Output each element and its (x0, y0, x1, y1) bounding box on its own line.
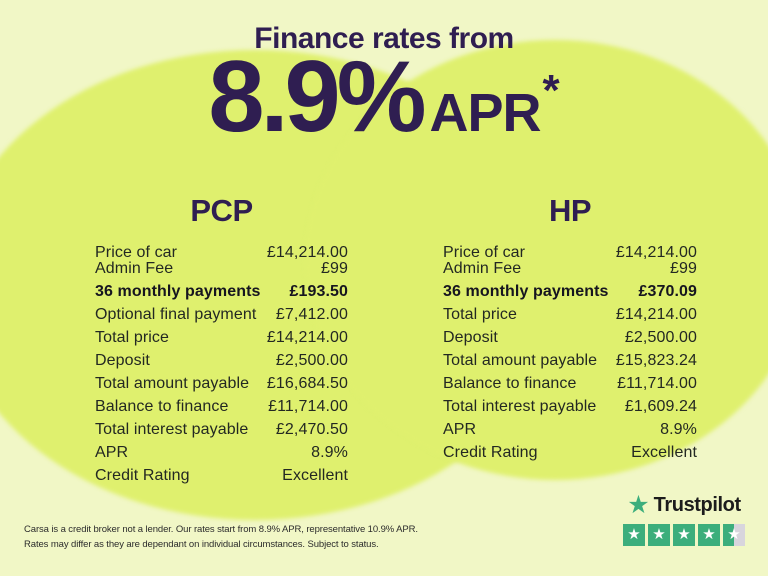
legal-disclaimer: Carsa is a credit broker not a lender. O… (24, 522, 464, 552)
row-value: £193.50 (289, 283, 348, 300)
table-row: Total amount payable £15,823.24 (443, 353, 697, 369)
trustpilot-star-box: ★ (623, 524, 645, 546)
pcp-finance-table: PCP Price of car £14,214.00 Admin Fee £99 … (95, 193, 348, 484)
row-label: Optional final payment (95, 306, 257, 323)
table-row: APR 8.9% (95, 445, 348, 461)
row-value: £99 (321, 260, 348, 277)
row-value: £11,714.00 (268, 398, 348, 415)
table-row: Admin Fee £99 (95, 261, 348, 277)
row-label: Total amount payable (443, 352, 598, 369)
trustpilot-star-icon: ★ (702, 526, 716, 543)
trustpilot-logo: ★ Trustpilot (627, 492, 741, 518)
hp-finance-table: HP Price of car £14,214.00 Admin Fee £99 3… (443, 193, 697, 461)
hp-table-rows: Price of car £14,214.00 Admin Fee £99 36 m… (443, 245, 697, 461)
table-row: Balance to finance £11,714.00 (443, 376, 697, 392)
row-value: £14,214.00 (266, 329, 348, 346)
row-label: Balance to finance (95, 398, 229, 415)
trustpilot-star-box: ★ (698, 524, 720, 546)
row-label: Admin Fee (443, 260, 522, 277)
row-label: Credit Rating (95, 467, 190, 484)
hp-table-header: HP (548, 193, 592, 228)
table-row: Total interest payable £1,609.24 (443, 399, 697, 415)
trustpilot-logo-star-icon: ★ (627, 491, 650, 519)
row-value: £14,214.00 (615, 244, 697, 261)
row-value: £99 (670, 260, 697, 277)
disclaimer-line-1: Carsa is a credit broker not a lender. O… (24, 524, 418, 535)
row-value: £14,214.00 (266, 244, 348, 261)
row-value: £2,500.00 (275, 352, 348, 369)
row-label: Total price (443, 306, 518, 323)
trustpilot-star-icon: ★ (727, 526, 741, 543)
table-row: Total price £14,214.00 (443, 307, 697, 323)
row-label: Total price (95, 329, 170, 346)
row-label: Balance to finance (443, 375, 577, 392)
table-row: APR 8.9% (443, 422, 697, 438)
row-value: £370.09 (638, 283, 697, 300)
table-row: Balance to finance £11,714.00 (95, 399, 348, 415)
table-row: Total interest payable £2,470.50 (95, 422, 348, 438)
trustpilot-star-box: ★ (723, 524, 745, 546)
row-label: Deposit (443, 329, 498, 346)
row-label: Total amount payable (95, 375, 250, 392)
row-value: £7,412.00 (275, 306, 348, 323)
background-blob-right (305, 40, 768, 480)
trustpilot-stars: ★ ★ ★ ★ ★ (623, 524, 745, 546)
row-value: Excellent (282, 467, 348, 484)
row-value: £16,684.50 (266, 375, 348, 392)
table-row-monthly-payment: 36 monthly payments £193.50 (95, 284, 348, 300)
row-label: Price of car (443, 244, 526, 261)
row-value: £2,470.50 (275, 421, 348, 438)
trustpilot-star-icon: ★ (677, 526, 691, 543)
row-label: Credit Rating (443, 444, 538, 461)
apr-headline: 8.9% APR * (0, 44, 768, 150)
row-label: Deposit (95, 352, 150, 369)
row-value: Excellent (631, 444, 697, 461)
table-row: Deposit £2,500.00 (95, 353, 348, 369)
row-label: 36 monthly payments (443, 283, 609, 300)
disclaimer-line-2: Rates may differ as they are dependant o… (24, 539, 379, 550)
apr-asterisk: * (542, 66, 560, 115)
row-value: 8.9% (311, 444, 348, 461)
table-row: Admin Fee £99 (443, 261, 697, 277)
row-label: APR (443, 421, 477, 438)
row-value: £14,214.00 (615, 306, 697, 323)
row-value: 8.9% (660, 421, 697, 438)
table-row: Price of car £14,214.00 (95, 245, 348, 261)
apr-rate-value: 8.9% (208, 41, 426, 153)
row-value: £2,500.00 (624, 329, 697, 346)
table-row-monthly-payment: 36 monthly payments £370.09 (443, 284, 697, 300)
trustpilot-brand-name: Trustpilot (653, 494, 742, 516)
row-value: £11,714.00 (617, 375, 697, 392)
table-row: Optional final payment £7,412.00 (95, 307, 348, 323)
row-value: £15,823.24 (615, 352, 697, 369)
row-label: 36 monthly payments (95, 283, 261, 300)
trustpilot-star-icon: ★ (627, 526, 641, 543)
trustpilot-star-box: ★ (648, 524, 670, 546)
row-value: £1,609.24 (624, 398, 697, 415)
table-row: Credit Rating Excellent (95, 468, 348, 484)
table-row: Credit Rating Excellent (443, 445, 697, 461)
apr-rate-label: APR (429, 83, 542, 143)
trustpilot-star-icon: ★ (652, 526, 666, 543)
pcp-table-rows: Price of car £14,214.00 Admin Fee £99 36 m… (95, 245, 348, 484)
row-label: APR (95, 444, 129, 461)
row-label: Admin Fee (95, 260, 174, 277)
table-row: Total amount payable £16,684.50 (95, 376, 348, 392)
pcp-table-header: PCP (190, 193, 253, 228)
row-label: Total interest payable (95, 421, 249, 438)
trustpilot-star-box: ★ (673, 524, 695, 546)
trustpilot-badge: ★ Trustpilot ★ ★ ★ ★ ★ (621, 492, 747, 546)
table-row: Price of car £14,214.00 (443, 245, 697, 261)
banner-title: Finance rates from (254, 22, 514, 55)
row-label: Total interest payable (443, 398, 597, 415)
table-row: Deposit £2,500.00 (443, 330, 697, 346)
row-label: Price of car (95, 244, 178, 261)
table-row: Total price £14,214.00 (95, 330, 348, 346)
